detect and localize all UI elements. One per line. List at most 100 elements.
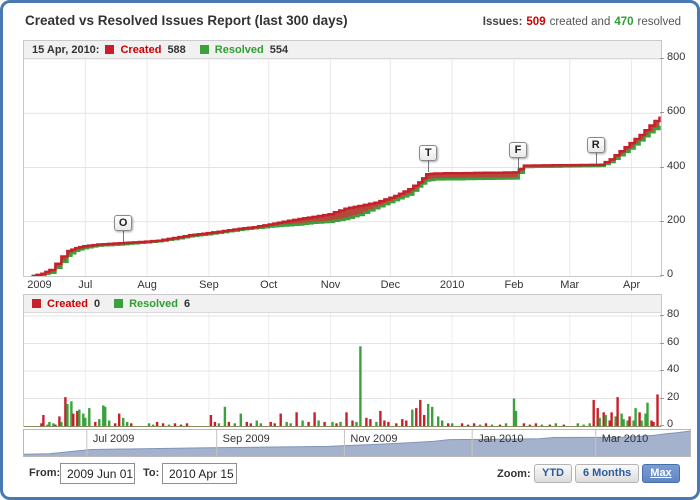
created-series-line xyxy=(31,116,661,276)
created-bar xyxy=(54,424,57,426)
flag-stem xyxy=(517,157,519,169)
resolved-bar xyxy=(588,423,591,427)
created-bar xyxy=(323,421,326,426)
created-legend-label[interactable]: Created xyxy=(120,43,162,56)
navigator-label: Mar 2010 xyxy=(601,433,649,445)
event-flag-r[interactable]: R xyxy=(586,136,605,153)
zoom-button-max[interactable]: Max xyxy=(642,464,680,483)
resolved-bar xyxy=(359,346,362,427)
y-axis-tick xyxy=(660,220,664,222)
created-bar xyxy=(173,423,177,427)
created-bar xyxy=(179,424,183,426)
navigator-line xyxy=(24,430,690,455)
main-chart-legend: 15 Apr, 2010: Created 588 Resolved 554 xyxy=(24,41,661,59)
zoom-button-ytd[interactable]: YTD xyxy=(534,464,572,483)
resolved-legend-label[interactable]: Resolved xyxy=(214,43,264,56)
y-axis-tick xyxy=(660,58,664,59)
y-axis-label: 0 xyxy=(667,418,674,430)
created-bar xyxy=(72,413,75,426)
y-axis-label: 0 xyxy=(667,268,674,280)
x-axis-label: Oct xyxy=(260,279,278,291)
created-bar xyxy=(40,423,43,427)
created-bar xyxy=(423,415,426,426)
resolved-bar xyxy=(52,423,55,427)
from-date-input[interactable] xyxy=(60,463,135,484)
to-date-input[interactable] xyxy=(162,463,237,484)
resolved-legend-value: 6 xyxy=(184,297,191,310)
resolved-bar xyxy=(622,419,625,426)
created-legend-label[interactable]: Created xyxy=(47,297,88,310)
summary-prefix: Issues: xyxy=(482,16,523,28)
from-label: From: xyxy=(29,467,61,479)
created-bar xyxy=(369,419,372,426)
main-chart-plot[interactable] xyxy=(24,59,661,276)
created-bar xyxy=(269,421,272,426)
created-bar xyxy=(58,416,61,426)
navigator-label: Jul 2009 xyxy=(92,433,135,445)
resolved-bar xyxy=(60,421,63,426)
resolved-bar xyxy=(431,406,434,427)
x-axis-label: Apr xyxy=(623,279,641,291)
resolved-bar xyxy=(46,424,49,426)
resolved-bar xyxy=(126,421,129,426)
created-legend-swatch xyxy=(105,45,115,54)
y-axis-label: 600 xyxy=(667,105,686,118)
resolved-bar xyxy=(317,420,320,426)
y-axis-label: 200 xyxy=(667,213,686,226)
created-resolved-band xyxy=(31,116,660,276)
navigator-area xyxy=(24,431,690,456)
navigator-label: Nov 2009 xyxy=(350,433,398,445)
resolved-bar xyxy=(375,421,378,426)
created-bar xyxy=(401,419,404,426)
flag-stem xyxy=(123,231,125,243)
y-axis-tick xyxy=(660,370,664,371)
created-bar xyxy=(76,410,79,426)
created-bar xyxy=(460,423,464,427)
y-axis-label: 400 xyxy=(667,159,686,172)
created-bar xyxy=(602,412,605,427)
x-axis-label: Nov xyxy=(320,279,341,291)
resolved-bar xyxy=(108,420,111,426)
resolved-bar xyxy=(122,417,125,427)
zoom-button-6-months[interactable]: 6 Months xyxy=(575,464,640,483)
resolved-bar xyxy=(626,420,629,426)
resolved-bar xyxy=(512,398,516,426)
resolved-bar xyxy=(490,424,494,426)
created-bar xyxy=(596,408,599,426)
resolved-bar xyxy=(646,402,649,426)
resolved-bar xyxy=(104,406,107,427)
y-axis-label: 60 xyxy=(667,335,680,348)
y-axis-label: 80 xyxy=(667,308,680,320)
resolved-bar xyxy=(604,415,607,426)
range-navigator[interactable] xyxy=(23,429,691,457)
resolved-legend-label[interactable]: Resolved xyxy=(129,297,179,310)
resolved-bar xyxy=(82,413,85,426)
x-axis-label: Sep xyxy=(199,279,219,291)
created-bar xyxy=(405,420,408,426)
main-chart-panel: 15 Apr, 2010: Created 588 Resolved 554 xyxy=(23,40,662,277)
event-flag-f[interactable]: F xyxy=(508,141,527,158)
created-bar xyxy=(387,421,390,426)
created-bar xyxy=(313,412,316,427)
resolved-bar xyxy=(66,404,69,426)
resolved-legend-swatch xyxy=(114,299,124,308)
created-bar xyxy=(213,421,217,426)
zoom-label: Zoom: xyxy=(497,468,531,480)
resolved-bar xyxy=(48,421,51,426)
created-bar xyxy=(335,423,338,427)
issues-summary: Issues: 509 created and 470 resolved xyxy=(483,16,681,28)
event-flag-o[interactable]: O xyxy=(114,215,133,232)
created-bar xyxy=(528,424,532,426)
event-flag-t[interactable]: T xyxy=(419,145,438,162)
resolved-bar xyxy=(644,413,647,426)
created-bar xyxy=(415,408,418,426)
created-bar xyxy=(534,423,538,427)
created-bar xyxy=(245,421,248,426)
resolved-bar xyxy=(70,401,73,427)
created-count: 509 xyxy=(526,16,546,28)
resolved-bar xyxy=(98,419,101,426)
created-legend-value: 0 xyxy=(93,297,101,310)
created-bar xyxy=(548,424,551,426)
y-axis-label: 800 xyxy=(667,51,686,63)
daily-chart-plot[interactable] xyxy=(24,313,661,427)
